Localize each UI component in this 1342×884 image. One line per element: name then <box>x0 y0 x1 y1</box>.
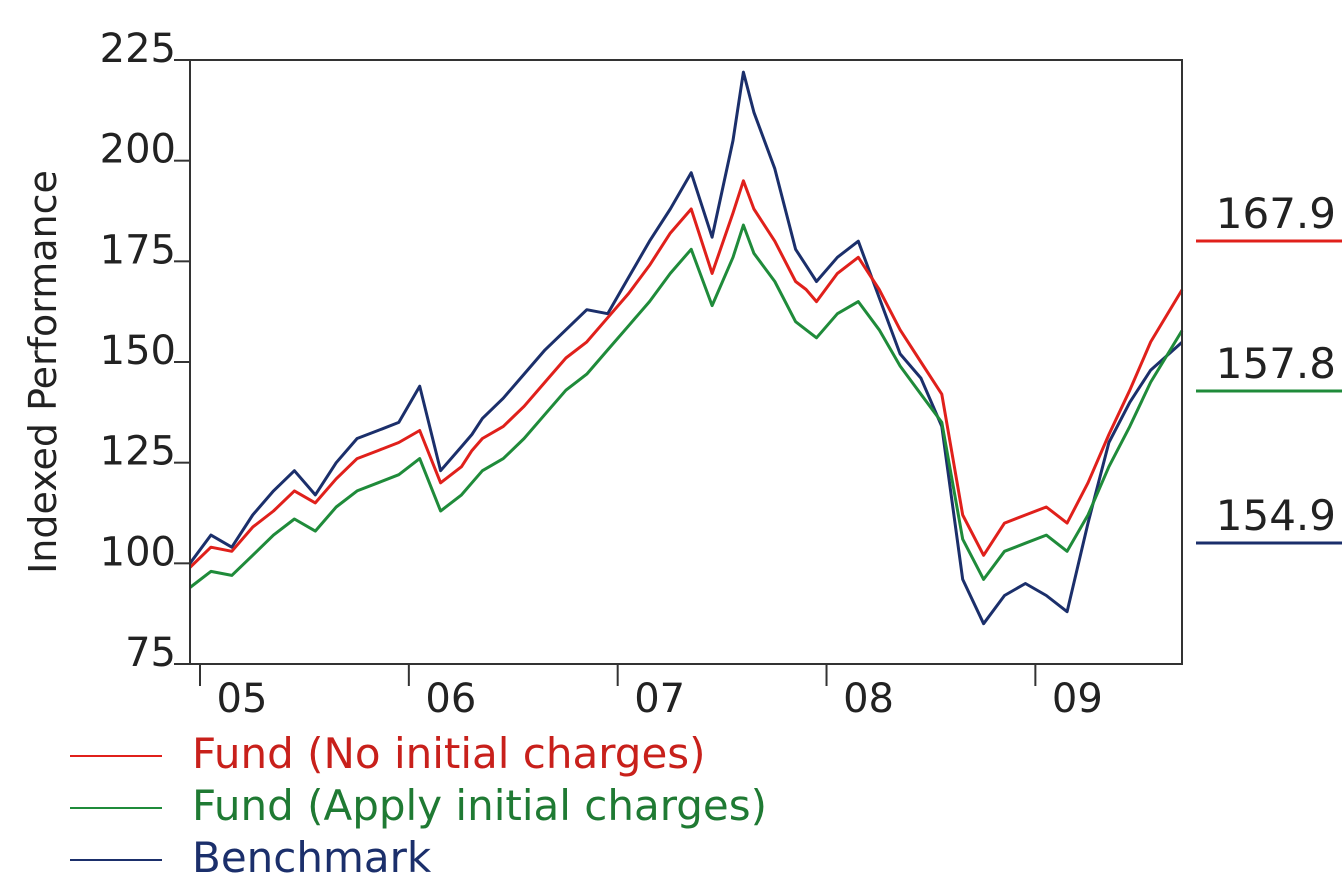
end-value-label: 157.8 <box>1216 339 1336 388</box>
end-value-labels: 167.9 157.8 154.9 <box>1196 189 1342 545</box>
legend-swatch <box>70 755 162 757</box>
x-tick-label: 09 <box>1052 676 1103 722</box>
legend-label: Benchmark <box>192 833 432 882</box>
y-tick-label: 100 <box>100 529 176 575</box>
x-tick-label: 05 <box>217 676 268 722</box>
series-line-fund-apply-initial-charges <box>189 223 1184 589</box>
legend-swatch <box>70 859 162 861</box>
y-axis: 75 100 125 150 175 200 225 <box>100 26 190 676</box>
legend-label: Fund (Apply initial charges) <box>192 781 768 830</box>
legend-swatch <box>70 807 162 809</box>
y-tick-label: 175 <box>100 227 176 273</box>
legend-label: Fund (No initial charges) <box>192 729 706 778</box>
end-value-label: 167.9 <box>1216 189 1336 238</box>
series-line-benchmark <box>188 70 1183 626</box>
x-tick-label: 08 <box>843 676 894 722</box>
y-axis-label: Indexed Performance <box>21 170 65 574</box>
y-tick-label: 200 <box>100 127 176 173</box>
x-tick-label: 06 <box>425 676 476 722</box>
y-tick-label: 150 <box>100 328 176 374</box>
y-tick-label: 125 <box>100 429 176 475</box>
series-line-fund-no-initial-charges <box>188 179 1184 569</box>
y-tick-label: 225 <box>100 26 176 72</box>
y-tick-label: 75 <box>125 630 176 676</box>
plot-frame <box>189 59 1183 665</box>
end-value-label: 154.9 <box>1216 491 1336 540</box>
x-axis: 05 06 07 08 09 <box>199 664 1103 722</box>
plot-lines <box>188 70 1184 626</box>
x-tick-label: 07 <box>634 676 685 722</box>
